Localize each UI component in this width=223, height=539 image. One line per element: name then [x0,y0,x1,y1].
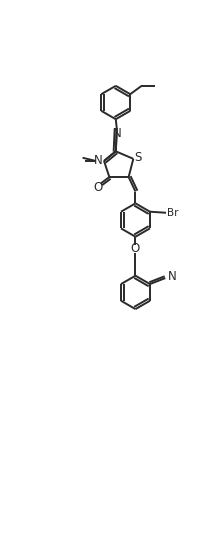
Text: N: N [94,155,102,168]
Text: O: O [93,181,103,194]
Text: N: N [168,271,177,284]
Text: Br: Br [167,208,179,218]
Text: N: N [112,127,121,140]
Text: O: O [131,242,140,255]
Text: S: S [134,151,141,164]
